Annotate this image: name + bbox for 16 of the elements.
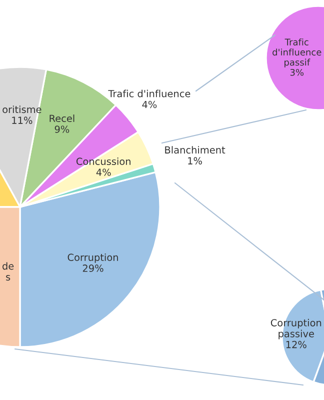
data-label: 4%: [96, 168, 111, 176]
slice-label: oritisme: [2, 106, 42, 114]
slice-label: Blanchiment: [165, 146, 226, 154]
slice-label: Corruption: [68, 253, 118, 263]
data-label: 29%: [82, 264, 104, 272]
slice-label: Corruption passive: [270, 318, 322, 340]
data-label: 9%: [54, 126, 70, 133]
data-label: 3%: [290, 68, 304, 76]
data-label: 12%: [286, 340, 306, 348]
data-label: 11%: [12, 116, 32, 124]
data-label: 4%: [142, 100, 157, 108]
slice-label: Trafic d'influence passif: [272, 38, 322, 68]
slice-label: Recel: [50, 114, 74, 122]
slice-label: Trafic d'influence: [108, 90, 190, 98]
slice-label: de s: [2, 262, 14, 281]
data-label: 1%: [188, 157, 202, 164]
